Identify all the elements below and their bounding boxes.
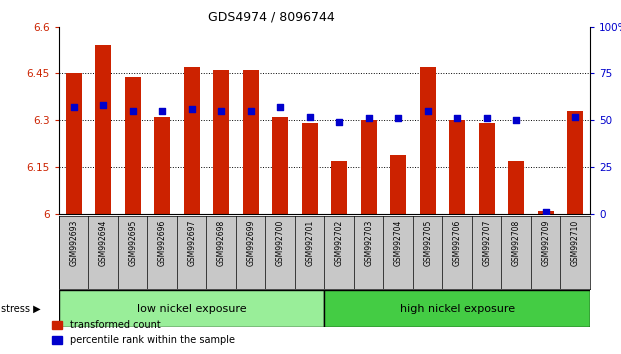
Text: GSM992709: GSM992709: [542, 219, 550, 266]
Bar: [243, 70, 259, 214]
Text: GSM992706: GSM992706: [453, 219, 461, 266]
Bar: [125, 76, 141, 214]
Text: GSM992701: GSM992701: [306, 219, 314, 266]
Point: [423, 108, 433, 114]
Bar: [184, 67, 200, 214]
Point: [69, 104, 79, 110]
Point: [334, 119, 344, 125]
Text: GSM992696: GSM992696: [158, 219, 166, 266]
Point: [216, 108, 226, 114]
Text: high nickel exposure: high nickel exposure: [400, 304, 515, 314]
Point: [305, 114, 315, 119]
Text: GSM992698: GSM992698: [217, 219, 225, 266]
Bar: [567, 111, 583, 214]
Bar: [449, 120, 465, 214]
Text: GSM992693: GSM992693: [70, 219, 78, 266]
Bar: [331, 161, 347, 214]
Bar: [213, 70, 229, 214]
Point: [541, 210, 551, 215]
Text: GSM992702: GSM992702: [335, 219, 343, 266]
Text: GSM992707: GSM992707: [483, 219, 491, 266]
Bar: [154, 117, 170, 214]
Text: GSM992697: GSM992697: [188, 219, 196, 266]
Text: GSM992694: GSM992694: [99, 219, 107, 266]
Bar: [361, 120, 377, 214]
Bar: [302, 124, 318, 214]
Text: GSM992705: GSM992705: [424, 219, 432, 266]
Legend: transformed count, percentile rank within the sample: transformed count, percentile rank withi…: [48, 316, 238, 349]
Point: [482, 116, 492, 121]
Point: [275, 104, 285, 110]
Text: GSM992708: GSM992708: [512, 219, 520, 266]
Bar: [324, 290, 590, 327]
Text: GSM992703: GSM992703: [365, 219, 373, 266]
Bar: [66, 73, 82, 214]
Text: GSM992700: GSM992700: [276, 219, 284, 266]
Text: GSM992704: GSM992704: [394, 219, 402, 266]
Text: GSM992699: GSM992699: [247, 219, 255, 266]
Bar: [479, 124, 495, 214]
Point: [511, 118, 521, 123]
Text: GSM992695: GSM992695: [129, 219, 137, 266]
Text: GSM992710: GSM992710: [571, 219, 579, 266]
Point: [246, 108, 256, 114]
Point: [364, 116, 374, 121]
Bar: [272, 117, 288, 214]
Bar: [538, 211, 554, 214]
Bar: [390, 155, 406, 214]
Point: [98, 103, 108, 108]
Point: [157, 108, 167, 114]
Bar: [420, 67, 436, 214]
Point: [570, 114, 580, 119]
Bar: [95, 45, 111, 214]
Text: stress ▶: stress ▶: [1, 304, 41, 314]
Point: [128, 108, 138, 114]
Bar: [59, 290, 324, 327]
Point: [393, 116, 403, 121]
Text: low nickel exposure: low nickel exposure: [137, 304, 247, 314]
Point: [452, 116, 462, 121]
Bar: [508, 161, 524, 214]
Point: [187, 106, 197, 112]
Text: GDS4974 / 8096744: GDS4974 / 8096744: [208, 11, 335, 24]
